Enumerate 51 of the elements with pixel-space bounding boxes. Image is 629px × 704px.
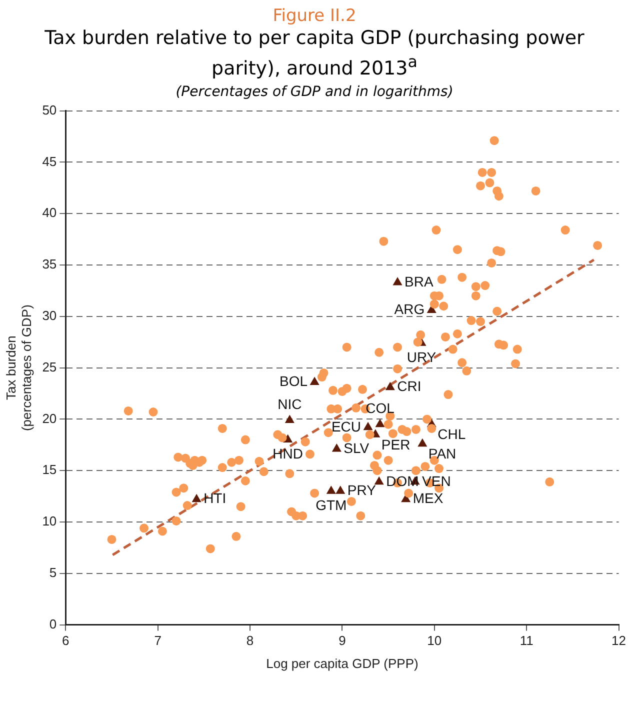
chart-title: Tax burden relative to per capita GDP (purchasing power parity), around 2013$^{a}$	[44, 26, 586, 80]
y-tick-label: 40	[42, 206, 57, 221]
point	[284, 415, 294, 424]
data-label: CRI	[397, 378, 422, 395]
text: Figure II.2	[272, 6, 358, 26]
point	[332, 444, 342, 452]
x-tick-label: 12	[612, 634, 626, 649]
y-tick-label: 5	[49, 565, 57, 580]
data-label: HTI	[204, 490, 226, 507]
point	[336, 486, 346, 494]
y-tick-label: 30	[42, 308, 57, 324]
data-label: MEX	[412, 490, 444, 507]
y-tick-label: 0	[49, 616, 57, 632]
data-label: HND	[272, 446, 304, 462]
point	[363, 422, 373, 430]
data-label: PER	[381, 436, 410, 453]
data-label: PAN	[428, 446, 456, 462]
y-tick-label: 25	[42, 360, 57, 375]
point	[385, 382, 395, 390]
data-label: BRA	[404, 274, 434, 290]
point	[192, 494, 202, 502]
x-tick-label: 9	[338, 634, 346, 649]
y-tick-label: 10	[42, 514, 57, 529]
y-tick-label: 45	[42, 154, 57, 170]
data-label: NIC	[278, 396, 302, 412]
data-label: PRY	[347, 482, 377, 498]
point	[374, 476, 384, 485]
data-label: ECU	[331, 418, 362, 435]
y-tick-label: 20	[42, 411, 57, 426]
data-label: CHL	[438, 426, 466, 443]
chart-subtitle: (Percentages of GDP and in logarithms)	[174, 84, 454, 100]
y-tick-label: 50	[42, 102, 57, 118]
x-tick-label: 8	[246, 634, 254, 649]
data-label: GTM	[316, 497, 347, 514]
data-label: SLV	[344, 440, 370, 456]
point	[310, 377, 320, 386]
point	[375, 419, 385, 428]
point	[392, 277, 402, 286]
data-label: BOL	[280, 373, 308, 390]
y-axis-title: Tax burden (percentages of GDP)	[3, 304, 34, 432]
y-tick-label: 35	[42, 256, 57, 272]
x-axis-title: Log per capita GDP (PPP)	[266, 656, 418, 672]
data-label: URY	[406, 349, 437, 366]
data-label: ARG	[394, 301, 425, 318]
x-tick-label: 7	[154, 634, 162, 649]
x-tick-label: 10	[427, 634, 442, 649]
point	[326, 486, 336, 494]
x-tick-label: 6	[62, 634, 70, 649]
y-tick-label: 15	[42, 462, 57, 478]
point	[418, 438, 428, 447]
x-tick-label: 11	[520, 634, 534, 649]
